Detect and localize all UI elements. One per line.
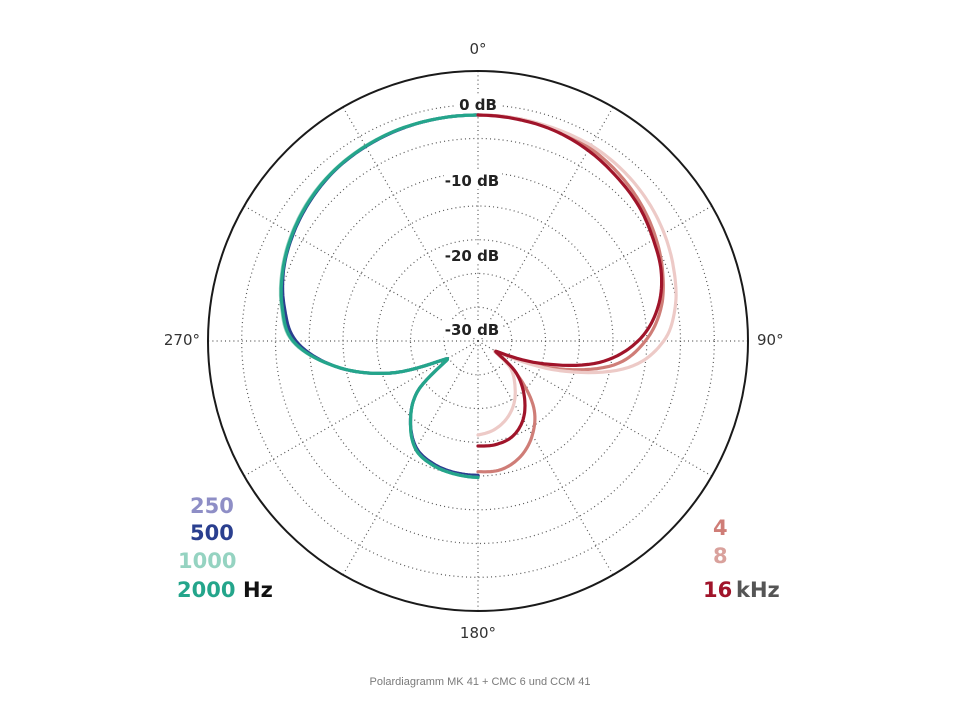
- khz-curve-8: [476, 113, 678, 437]
- legend-entry-250: 250: [190, 494, 234, 518]
- grid-spoke: [477, 340, 614, 576]
- hz-curve-2000: [279, 113, 480, 480]
- grid-spoke: [342, 340, 479, 576]
- hz-curve-500: [281, 113, 480, 477]
- db-label-minus-10: -10 dB: [445, 172, 500, 190]
- grid-spoke: [243, 340, 479, 477]
- db-label-minus-30: -30 dB: [445, 321, 500, 339]
- db-label-minus-20: -20 dB: [445, 247, 500, 265]
- legend-high: 4 8 16 kHz: [703, 516, 780, 602]
- legend-low: 250 500 1000 2000 Hz: [177, 494, 273, 602]
- angle-label-270: 270°: [164, 331, 200, 349]
- legend-entry-4: 4: [713, 516, 728, 540]
- legend-entry-16: 16: [703, 578, 732, 602]
- angle-label-180: 180°: [460, 624, 496, 642]
- grid-spoke: [477, 340, 713, 477]
- legend-unit-hz: Hz: [243, 578, 273, 602]
- legend-entry-1000: 1000: [178, 549, 236, 573]
- khz-curve-4: [476, 113, 665, 474]
- outer-ring: [207, 70, 749, 612]
- khz-curve-16: [476, 113, 664, 448]
- grid-spoke: [342, 106, 479, 342]
- grid-spoke: [243, 205, 479, 342]
- grid-spoke: [477, 205, 713, 342]
- legend-entry-2000: 2000: [177, 578, 235, 602]
- hz-curve-250: [279, 113, 480, 477]
- grid-spoke: [477, 106, 614, 342]
- legend-entry-8: 8: [713, 544, 728, 568]
- polar-grid: [207, 70, 749, 612]
- legend-unit-khz: kHz: [736, 578, 780, 602]
- radial-labels: 0 dB -10 dB -20 dB -30 dB: [444, 95, 502, 339]
- legend-entry-500: 500: [190, 521, 234, 545]
- polar-curves: [278, 113, 678, 480]
- figure-caption: Polardiagramm MK 41 + CMC 6 und CCM 41: [369, 676, 591, 688]
- db-label-0: 0 dB: [459, 96, 497, 114]
- angle-label-0: 0°: [469, 40, 486, 58]
- angle-label-90: 90°: [757, 331, 784, 349]
